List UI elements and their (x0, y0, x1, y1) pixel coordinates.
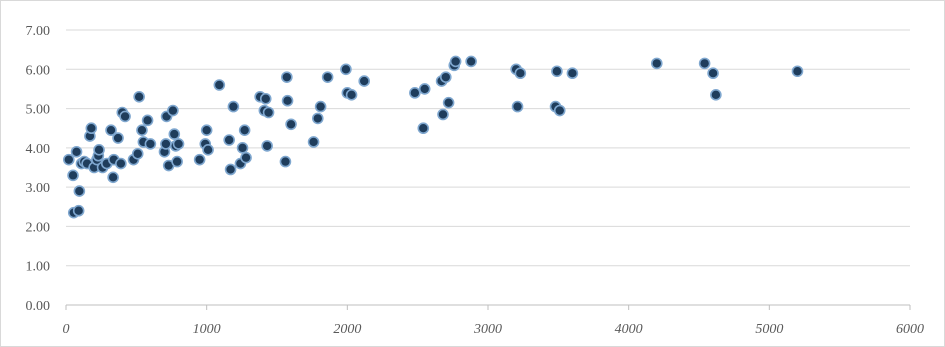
scatter-point (73, 185, 86, 197)
gridlines (66, 29, 910, 267)
scatter-point (115, 157, 127, 170)
scatter-point (144, 138, 157, 150)
scatter-point (465, 55, 477, 68)
x-tick-label: 2000 (333, 322, 361, 337)
scatter-point (167, 104, 179, 117)
scatter-point (321, 71, 334, 83)
scatter-point (160, 138, 172, 150)
scatter-point (417, 122, 430, 135)
scatter-point (85, 122, 98, 135)
scatter-point (105, 124, 117, 136)
scatter-point (93, 144, 105, 156)
scatter-point (707, 67, 719, 80)
y-tick-label: 4.00 (26, 142, 51, 157)
scatter-point (172, 138, 185, 150)
scatter-point (311, 112, 324, 125)
y-tick-label: 3.00 (26, 181, 51, 196)
scatter-point (261, 140, 273, 152)
scatter-point (133, 90, 145, 103)
scatter-point (107, 171, 119, 184)
y-tick-label: 2.00 (26, 220, 51, 235)
scatter-point (171, 155, 183, 168)
scatter-point (67, 169, 79, 182)
data-points (63, 55, 804, 219)
scatter-point (112, 132, 124, 144)
scatter-point (70, 145, 83, 158)
scatter-point (281, 71, 293, 83)
scatter-point (710, 89, 722, 101)
x-tick-label: 1000 (193, 322, 221, 337)
scatter-point (200, 124, 213, 136)
scatter-point (514, 67, 527, 80)
tick-labels: 0.00 1.00 2.00 3.00 4.00 5.00 6.00 7.00 0 1000 200… (26, 24, 925, 337)
scatter-point (285, 118, 297, 131)
x-tick-label: 0 (63, 322, 70, 337)
scatter-point (307, 136, 320, 148)
scatter-point (437, 108, 449, 121)
y-tick-label: 1.00 (26, 260, 51, 275)
scatter-point (136, 124, 148, 136)
scatter-point (213, 79, 226, 91)
x-tick-label: 5000 (755, 322, 783, 337)
scatter-point (345, 89, 358, 101)
scatter-point (131, 147, 144, 160)
scatter-point (650, 57, 663, 70)
scatter-point (262, 106, 275, 119)
scatter-point (409, 87, 421, 99)
y-tick-label: 7.00 (26, 24, 51, 39)
scatter-point (141, 114, 154, 127)
scatter-point (442, 96, 455, 109)
y-tick-label: 0.00 (26, 299, 51, 314)
scatter-point (168, 128, 181, 140)
scatter-point (340, 63, 352, 76)
scatter-point (227, 100, 240, 113)
scatter-point (259, 92, 272, 105)
scatter-point (358, 75, 371, 87)
scatter-point (314, 100, 327, 113)
scatter-point (240, 151, 252, 164)
scatter-point (238, 124, 251, 136)
scatter-point (63, 153, 75, 166)
scatter-point (553, 104, 566, 117)
scatter-point (791, 65, 804, 78)
scatter-point (281, 94, 294, 107)
scatter-point (202, 144, 214, 156)
scatter-point (236, 142, 249, 154)
scatter-point (566, 67, 579, 80)
axes (65, 304, 911, 310)
x-tick-label: 4000 (615, 322, 643, 337)
scatter-point (72, 204, 85, 217)
scatter-point (698, 57, 711, 70)
y-tick-label: 5.00 (26, 103, 51, 118)
x-tick-label: 3000 (473, 322, 502, 337)
scatter-point (551, 65, 563, 78)
scatter-point (418, 83, 431, 95)
scatter-point (439, 71, 452, 83)
scatter-point (119, 110, 131, 123)
x-tick-label: 6000 (896, 322, 924, 337)
y-tick-label: 6.00 (26, 63, 51, 78)
scatter-point (511, 100, 524, 113)
scatter-point (449, 55, 462, 68)
scatter-point (193, 153, 206, 166)
scatter-point (279, 155, 292, 168)
scatter-point (224, 163, 237, 176)
scatter-point (223, 134, 235, 146)
